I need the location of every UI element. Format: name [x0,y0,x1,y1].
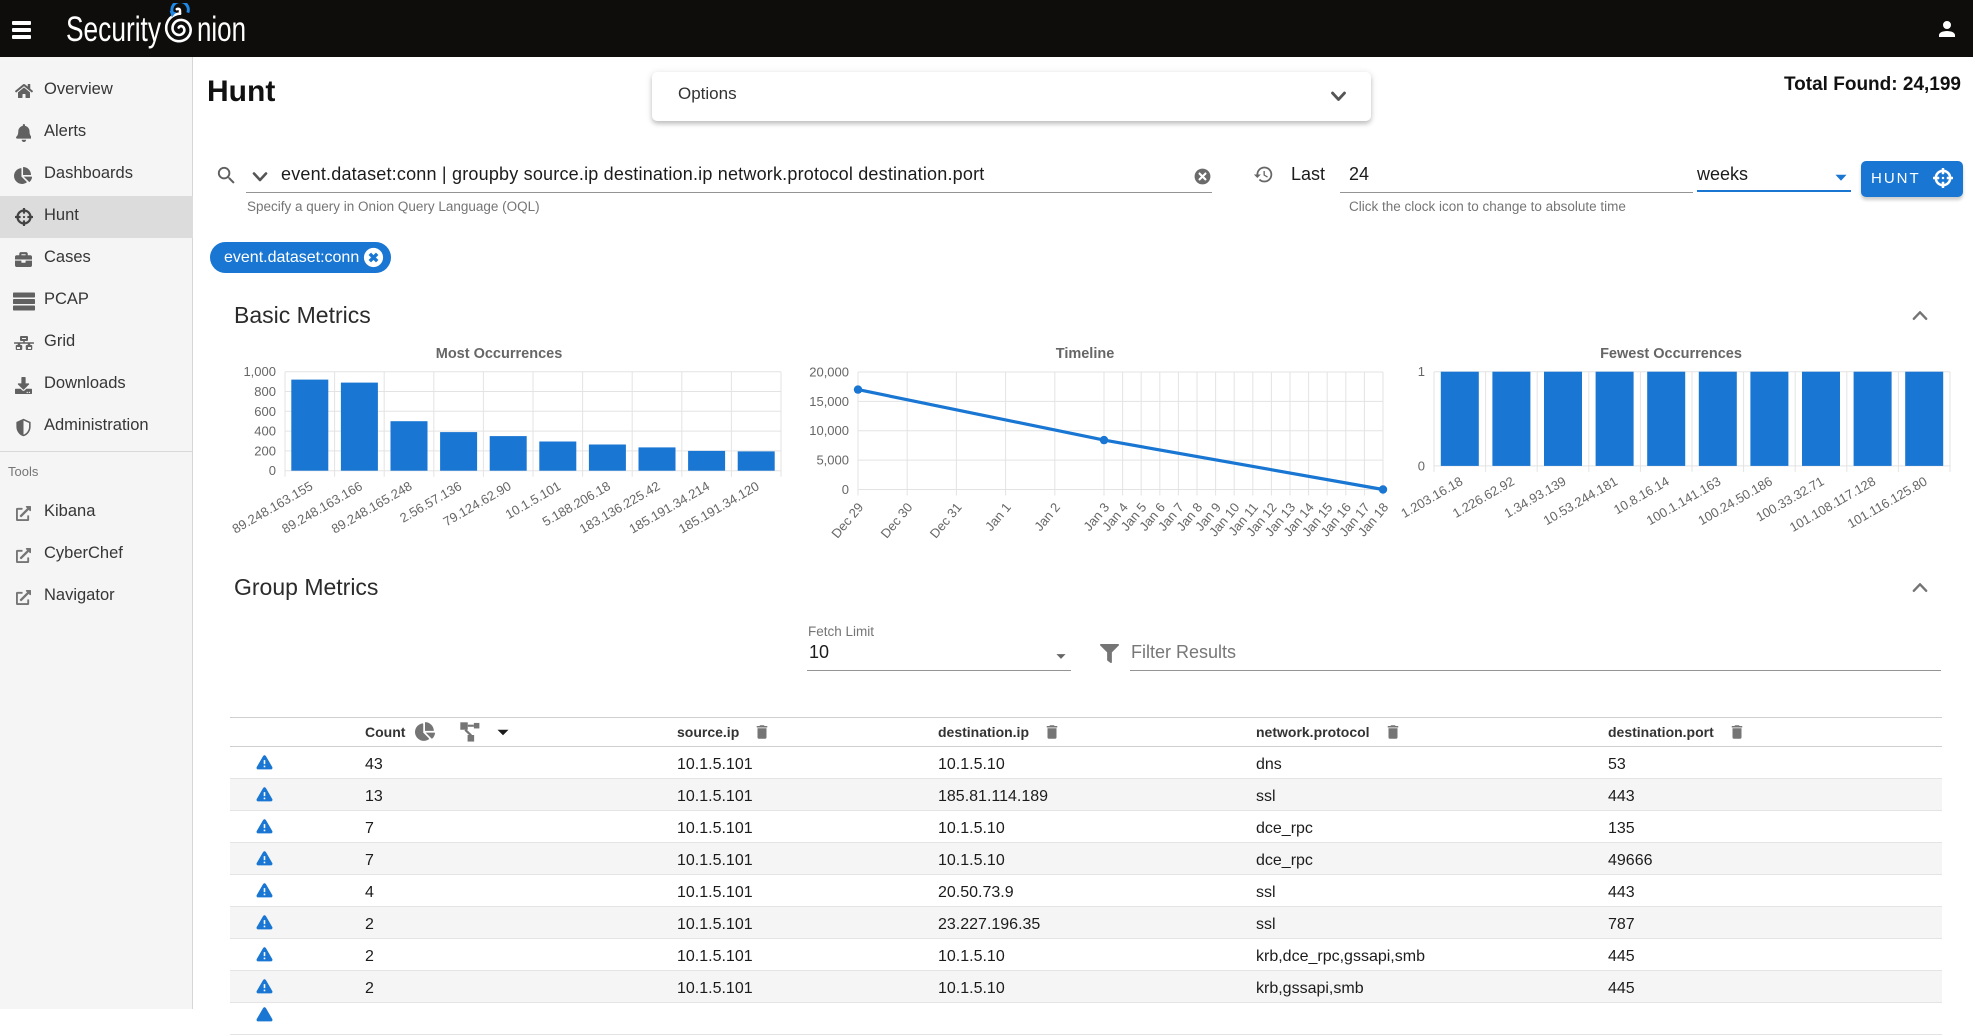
svg-text:20,000: 20,000 [809,365,849,380]
svg-text:Jan 1: Jan 1 [982,500,1014,534]
svg-text:Dec 30: Dec 30 [878,500,916,541]
svg-text:Dec 31: Dec 31 [927,500,965,541]
svg-text:0: 0 [1418,458,1425,473]
svg-text:0: 0 [269,463,276,478]
svg-text:400: 400 [254,424,276,439]
svg-text:200: 200 [254,443,276,458]
svg-text:101.108.117.128: 101.108.117.128 [1787,474,1878,535]
svg-text:800: 800 [254,384,276,399]
svg-text:10,000: 10,000 [809,423,849,438]
svg-text:0: 0 [842,482,849,497]
svg-text:Dec 29: Dec 29 [828,500,866,541]
svg-text:1: 1 [1418,364,1425,379]
svg-text:15,000: 15,000 [809,394,849,409]
svg-text:1,000: 1,000 [243,364,276,379]
svg-text:nion: nion [197,10,246,49]
svg-text:Security: Security [66,10,161,49]
svg-text:600: 600 [254,404,276,419]
svg-text:89.248.163.155: 89.248.163.155 [230,478,316,536]
svg-text:Jan 2: Jan 2 [1031,500,1063,534]
svg-text:5,000: 5,000 [816,453,849,468]
